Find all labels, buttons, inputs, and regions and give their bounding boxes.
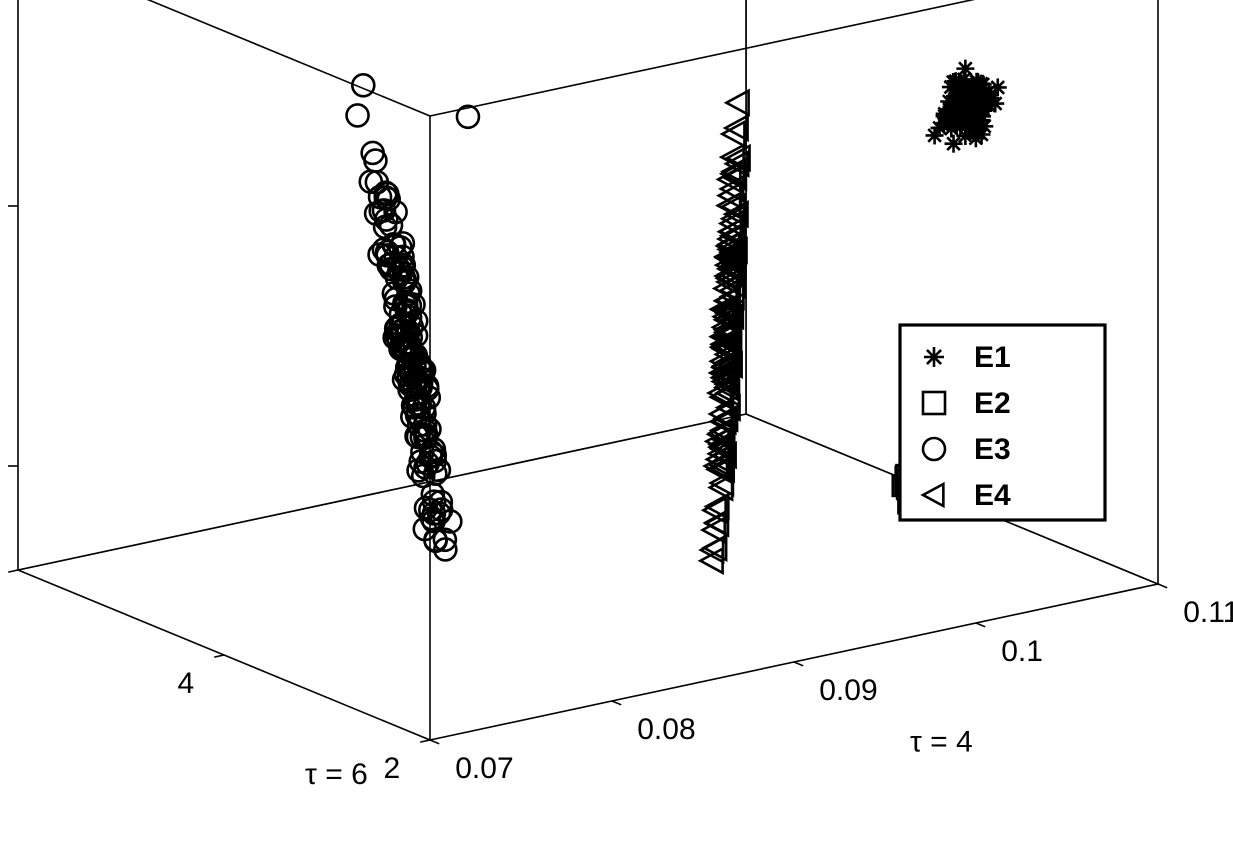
y-tick-label: 4: [178, 667, 195, 700]
y-tick: [214, 655, 224, 657]
y-tick: [8, 570, 18, 572]
x-tick-label: 0.08: [637, 713, 695, 746]
legend: E1 E2 E3 E4: [900, 325, 1105, 520]
chart-root: 0.070.080.090.10.11τ = 4246×10⁻³τ = 60.0…: [0, 0, 1233, 850]
x-tick: [430, 740, 439, 744]
y-axis-label: τ = 6: [305, 758, 368, 791]
legend-label: E1: [974, 341, 1011, 374]
x-tick-label: 0.1: [1001, 635, 1043, 668]
x-tick: [612, 701, 621, 705]
y-tick-label: 2: [384, 752, 401, 785]
x-tick-label: 0.07: [455, 752, 513, 785]
x-axis-label: τ = 4: [910, 725, 973, 758]
y-tick: [420, 740, 430, 742]
legend-label: E2: [974, 387, 1011, 420]
legend-label: E4: [974, 479, 1011, 512]
x-tick: [794, 662, 803, 666]
legend-label: E3: [974, 433, 1011, 466]
x-tick-label: 0.09: [819, 674, 877, 707]
x-tick-label: 0.11: [1183, 596, 1233, 629]
scatter-3d-plot: 0.070.080.090.10.11τ = 4246×10⁻³τ = 60.0…: [0, 0, 1233, 850]
x-tick: [976, 623, 985, 627]
x-tick: [1158, 584, 1167, 588]
